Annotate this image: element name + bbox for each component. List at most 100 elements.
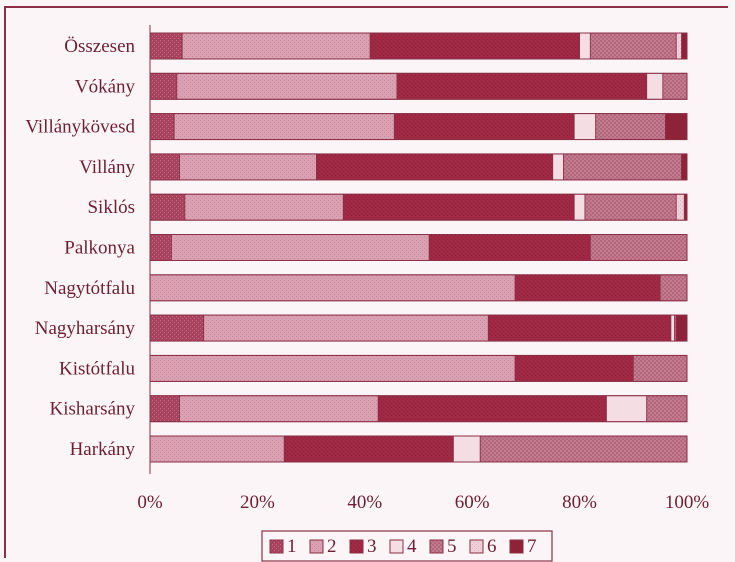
bar-outline: [149, 354, 688, 382]
bar-segment-3: [396, 72, 648, 100]
x-tick-label: 60%: [455, 492, 490, 513]
bar-segment-2: [173, 113, 395, 140]
legend-label-5: 5: [447, 536, 457, 557]
bar-segment-3: [283, 435, 454, 463]
legend-swatch-5: [429, 539, 444, 554]
legend: 1 2 3 4 5 6 7: [261, 530, 553, 562]
bar-segment-3: [369, 32, 581, 60]
category-label: Harkány: [70, 439, 136, 460]
bar-outline: [149, 274, 688, 302]
legend-label-6: 6: [487, 536, 497, 557]
bar-segment-5: [595, 113, 666, 140]
bar-segment-7: [681, 153, 688, 181]
bar-segment-3: [514, 274, 661, 302]
legend-swatch-6: [469, 539, 484, 554]
bar-segment-3: [487, 314, 672, 342]
bar-segment-3: [393, 113, 575, 140]
bar-segment-5: [479, 435, 688, 463]
legend-label-2: 2: [327, 536, 337, 557]
bars-layer: [149, 32, 688, 463]
legend-label-7: 7: [527, 536, 537, 557]
category-label: Siklós: [87, 197, 135, 218]
bar-segment-5: [646, 395, 688, 423]
bar-segment-5: [563, 153, 683, 181]
legend-label-3: 3: [367, 536, 377, 557]
bar-segment-3: [316, 153, 554, 181]
bar-segment-5: [662, 72, 688, 100]
legend-swatch-7: [509, 539, 524, 554]
category-label: Nagyharsány: [35, 318, 136, 339]
bar-segment-4: [579, 32, 591, 60]
bar-segment-1: [149, 234, 172, 261]
legend-label-4: 4: [407, 536, 417, 557]
bar-segment-2: [179, 395, 379, 423]
x-tick-label: 80%: [562, 492, 597, 513]
row-labels: Összesen Vókány Villánykövesd Villány Siklós…: [25, 36, 135, 460]
bar-segment-2: [171, 234, 430, 261]
bar-outline: [149, 395, 688, 423]
bar-segment-3: [514, 354, 634, 382]
legend-swatch-3: [349, 539, 364, 554]
bar-segment-2: [149, 354, 516, 382]
bar-segment-4: [670, 314, 676, 342]
bar-segment-2: [179, 153, 317, 181]
bar-segment-1: [149, 153, 180, 181]
bar-segment-2: [149, 435, 285, 463]
category-label: Palkonya: [64, 238, 135, 259]
bar-segment-6: [675, 32, 683, 60]
bar-segment-1: [149, 193, 186, 221]
bar-segment-5: [659, 274, 688, 302]
bar-segment-4: [453, 435, 481, 463]
category-label: Kisharsány: [50, 399, 136, 420]
legend-swatch-4: [389, 539, 404, 554]
category-label: Nagytótfalu: [44, 278, 135, 299]
bar-outline: [149, 314, 688, 342]
bar-outline: [149, 234, 688, 261]
legend-swatch-2: [309, 539, 324, 554]
legend-label-1: 1: [287, 536, 297, 557]
bar-segment-7: [675, 314, 688, 342]
x-tick-label: 20%: [240, 492, 275, 513]
bar-outline: [149, 32, 688, 60]
bar-outline: [149, 153, 688, 181]
category-label: Vókány: [75, 76, 136, 97]
category-label: Kistótfalu: [59, 358, 135, 379]
bar-segment-1: [149, 395, 180, 423]
bar-segment-5: [589, 32, 677, 60]
bar-segment-4: [606, 395, 648, 423]
bar-segment-1: [149, 32, 183, 60]
bar-outline: [149, 435, 688, 463]
bar-segment-3: [428, 234, 591, 261]
bar-segment-2: [176, 72, 398, 100]
bar-segment-4: [573, 113, 597, 140]
bar-segment-3: [377, 395, 607, 423]
bar-segment-2: [149, 274, 516, 302]
chart-frame: [4, 6, 728, 558]
x-tick-label: 100%: [665, 492, 710, 513]
category-label: Összesen: [64, 36, 135, 57]
bar-segment-1: [149, 113, 175, 140]
x-tick-label: 0%: [137, 492, 163, 513]
bar-segment-2: [184, 193, 344, 221]
bar-segment-4: [552, 153, 564, 181]
bar-segment-4: [573, 193, 586, 221]
bar-segment-4: [646, 72, 664, 100]
bar-segment-5: [589, 234, 688, 261]
bar-segment-1: [149, 314, 205, 342]
bar-segment-3: [342, 193, 575, 221]
bar-segment-2: [181, 32, 371, 60]
category-label: Villánykövesd: [25, 117, 135, 138]
bar-segment-1: [149, 72, 178, 100]
legend-swatch-1: [269, 539, 284, 554]
category-label: Villány: [79, 157, 135, 178]
x-tick-labels: 0% 20% 40% 60% 80% 100%: [137, 492, 709, 513]
bar-segment-7: [681, 32, 688, 60]
bar-outline: [149, 193, 688, 221]
bar-outline: [149, 113, 688, 141]
bar-segment-5: [632, 354, 688, 382]
bar-outline: [149, 72, 688, 100]
bar-segment-5: [584, 193, 677, 221]
bar-segment-7: [665, 113, 688, 140]
bar-segment-2: [203, 314, 489, 342]
